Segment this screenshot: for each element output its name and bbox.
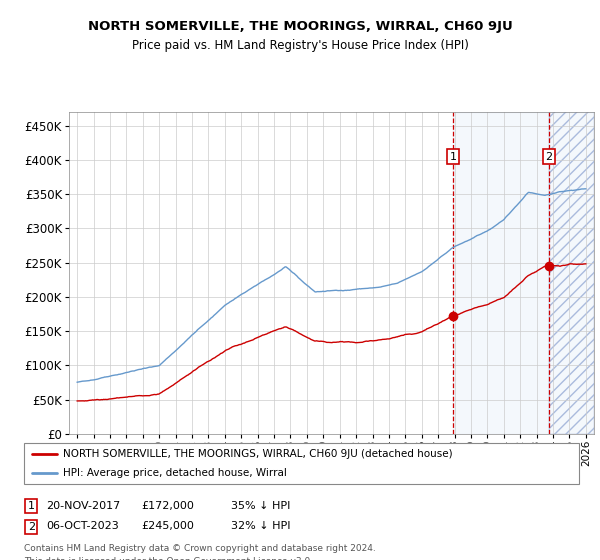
FancyBboxPatch shape bbox=[25, 499, 37, 514]
Text: NORTH SOMERVILLE, THE MOORINGS, WIRRAL, CH60 9JU: NORTH SOMERVILLE, THE MOORINGS, WIRRAL, … bbox=[88, 20, 512, 32]
Text: Price paid vs. HM Land Registry's House Price Index (HPI): Price paid vs. HM Land Registry's House … bbox=[131, 39, 469, 52]
Text: HPI: Average price, detached house, Wirral: HPI: Average price, detached house, Wirr… bbox=[63, 468, 287, 478]
Text: 2: 2 bbox=[28, 522, 35, 532]
Text: 20-NOV-2017: 20-NOV-2017 bbox=[46, 501, 121, 511]
Text: Contains HM Land Registry data © Crown copyright and database right 2024.
This d: Contains HM Land Registry data © Crown c… bbox=[24, 544, 376, 560]
Text: £245,000: £245,000 bbox=[141, 521, 194, 531]
Text: 1: 1 bbox=[28, 501, 35, 511]
Text: 2: 2 bbox=[545, 152, 553, 161]
Text: 1: 1 bbox=[449, 152, 457, 161]
Bar bbox=[549, 112, 594, 434]
Bar bbox=[453, 112, 549, 434]
Text: 06-OCT-2023: 06-OCT-2023 bbox=[46, 521, 119, 531]
FancyBboxPatch shape bbox=[24, 444, 579, 483]
Text: 32% ↓ HPI: 32% ↓ HPI bbox=[231, 521, 290, 531]
Text: £172,000: £172,000 bbox=[141, 501, 194, 511]
Bar bbox=[549, 112, 594, 434]
FancyBboxPatch shape bbox=[25, 520, 37, 534]
Text: 35% ↓ HPI: 35% ↓ HPI bbox=[231, 501, 290, 511]
Text: NORTH SOMERVILLE, THE MOORINGS, WIRRAL, CH60 9JU (detached house): NORTH SOMERVILLE, THE MOORINGS, WIRRAL, … bbox=[63, 449, 452, 459]
